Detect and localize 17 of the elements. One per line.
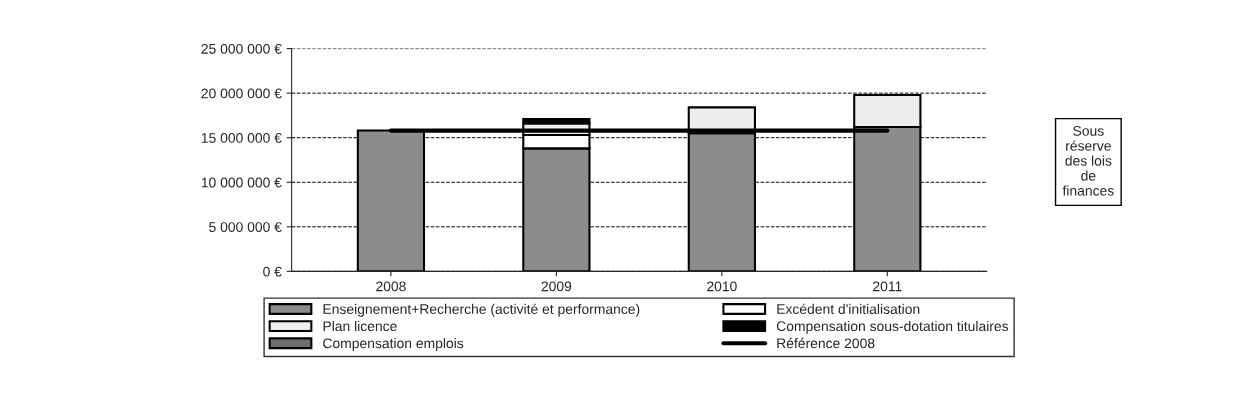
legend-label: Plan licence xyxy=(323,320,397,332)
y-tick-label: 25 000 000 € xyxy=(201,43,282,54)
x-tick-label: 2008 xyxy=(376,281,406,292)
legend-label: Référence 2008 xyxy=(777,337,875,349)
y-tick-label: 20 000 000 € xyxy=(201,88,282,99)
x-tick-label: 2010 xyxy=(707,281,737,292)
legend-label: Excédent d'initialisation xyxy=(777,303,920,314)
y-tick-label: 5 000 000 € xyxy=(209,222,282,232)
x-tick-label: 2009 xyxy=(541,281,572,292)
x-tick-label: 2011 xyxy=(873,281,902,292)
y-tick-label: 15 000 000 € xyxy=(201,133,282,143)
legend-label: Compensation emplois xyxy=(323,338,464,351)
legend-label: Enseignement+Recherche (activité et performance) xyxy=(323,303,640,317)
text: Sous réserve des lois de finances xyxy=(1062,125,1114,196)
y-tick-label: 10 000 000 € xyxy=(201,177,282,188)
y-tick-label: 0 € xyxy=(263,266,282,277)
legend-label: Compensation sous-dotation titulaires xyxy=(776,320,1009,334)
